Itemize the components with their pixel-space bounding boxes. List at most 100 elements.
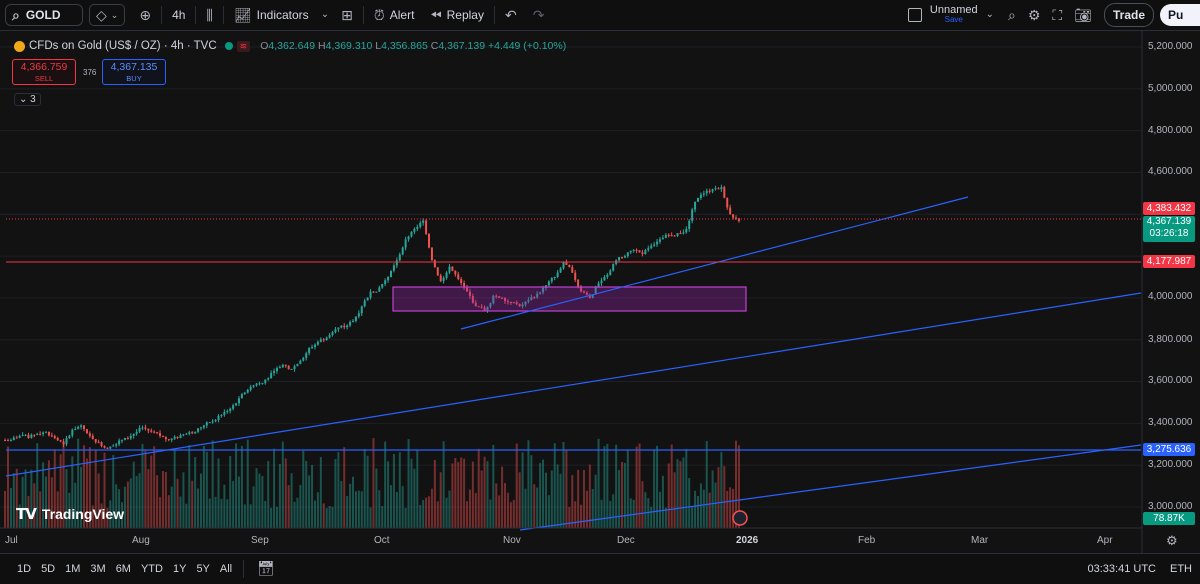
candle-body bbox=[556, 272, 559, 277]
volume-bar bbox=[694, 490, 697, 528]
volume-bar bbox=[141, 443, 144, 528]
price-axis-label: 3,400.000 bbox=[1148, 417, 1193, 428]
volume-bar bbox=[4, 490, 7, 528]
go-to-date-button[interactable]: 📅︎ bbox=[252, 561, 280, 576]
candle-body bbox=[533, 297, 536, 299]
candle-body bbox=[390, 270, 393, 277]
o-label: O bbox=[260, 40, 269, 52]
volume-bar bbox=[676, 459, 679, 528]
add-circle-icon: ⊕ bbox=[139, 7, 152, 23]
settings-button[interactable]: ⚙︎ bbox=[1022, 0, 1047, 31]
alert-button[interactable]: ⏰︎ Alert bbox=[366, 0, 423, 31]
axis-settings-button[interactable]: ⚙︎ bbox=[1166, 533, 1178, 549]
candle-body bbox=[9, 440, 12, 442]
candle-body bbox=[71, 429, 74, 436]
candle-body bbox=[232, 405, 235, 409]
replay-button[interactable]: ⏪︎ Replay bbox=[422, 0, 492, 31]
volume-bar bbox=[53, 449, 56, 528]
volume-bar bbox=[296, 497, 299, 528]
price-chart[interactable] bbox=[0, 31, 1200, 553]
candle-body bbox=[94, 439, 97, 443]
range-button-6m[interactable]: 6M bbox=[115, 562, 131, 575]
chart-pane[interactable] bbox=[0, 31, 1200, 553]
candle-body bbox=[620, 257, 623, 259]
publish-button[interactable]: Pu bbox=[1160, 4, 1200, 26]
symbol-options-button[interactable]: ◇ ⌄ bbox=[83, 0, 131, 31]
buy-button[interactable]: 4,367.135 BUY bbox=[102, 59, 166, 85]
candle-body bbox=[401, 247, 404, 255]
legend-title[interactable]: CFDs on Gold (US$ / OZ) · 4h · TVC bbox=[29, 40, 217, 52]
trade-button[interactable]: Trade bbox=[1103, 3, 1154, 27]
current-price: 4,367.139 bbox=[1146, 216, 1192, 227]
candle-body bbox=[328, 335, 331, 338]
range-button-ytd[interactable]: YTD bbox=[140, 562, 163, 575]
chart-type-button[interactable]: ⫼ bbox=[198, 0, 220, 31]
candle-body bbox=[442, 277, 445, 282]
candle-body bbox=[670, 235, 673, 237]
volume-bar bbox=[428, 496, 431, 528]
indicators-collapse-button[interactable]: ⌄ 3 bbox=[14, 93, 41, 106]
volume-bar bbox=[530, 455, 533, 528]
range-button-all[interactable]: All bbox=[219, 562, 233, 575]
volume-bar bbox=[550, 470, 553, 528]
undo-button[interactable]: ↶ bbox=[497, 0, 525, 31]
candle-body bbox=[217, 415, 220, 421]
candle-body bbox=[600, 280, 603, 284]
buy-price: 4,367.135 bbox=[110, 61, 158, 73]
candle-body bbox=[580, 286, 583, 292]
candle-body bbox=[138, 427, 141, 432]
layout-button[interactable]: Unnamed Save ⌄ bbox=[900, 0, 1002, 31]
volume-bar bbox=[726, 490, 729, 528]
redo-button[interactable]: ↷ bbox=[525, 0, 553, 31]
volume-bar bbox=[390, 485, 393, 528]
volume-bar bbox=[354, 491, 357, 528]
bar-countdown: 03:26:18 bbox=[1149, 228, 1189, 239]
interval-button[interactable]: 4h bbox=[164, 0, 193, 31]
range-button-1y[interactable]: 1Y bbox=[172, 562, 187, 575]
candles bbox=[4, 184, 740, 450]
fullscreen-button[interactable]: ⛶ bbox=[1046, 0, 1068, 31]
indicators-button[interactable]: 📈︎ Indicators bbox=[226, 0, 317, 31]
range-button-1d[interactable]: 1D bbox=[17, 562, 32, 575]
candle-body bbox=[430, 247, 433, 261]
layout-grid-button[interactable]: ⊞ bbox=[333, 0, 361, 31]
candle-body bbox=[369, 291, 372, 298]
volume-bar bbox=[71, 456, 74, 528]
volume-bar bbox=[714, 482, 717, 528]
candle-body bbox=[150, 430, 153, 432]
candle-body bbox=[588, 294, 591, 298]
clock[interactable]: 03:33:41 UTC bbox=[1087, 563, 1156, 575]
volume-bar bbox=[629, 498, 632, 528]
symbol-search[interactable]: ⌕ GOLD bbox=[5, 4, 83, 26]
quick-search-button[interactable]: ⌕ bbox=[1002, 0, 1022, 31]
session-button[interactable]: ETH bbox=[1170, 563, 1192, 575]
candle-body bbox=[451, 266, 454, 271]
volume-bar bbox=[623, 462, 626, 528]
volume-bar bbox=[150, 455, 153, 528]
range-button-1m[interactable]: 1M bbox=[65, 562, 81, 575]
volume-bar bbox=[524, 488, 527, 528]
trendline-lower bbox=[519, 444, 1142, 531]
time-axis-label: Mar bbox=[971, 535, 989, 546]
volume-bar bbox=[319, 457, 322, 528]
candle-body bbox=[392, 265, 395, 271]
sell-button[interactable]: 4,366.759 SELL bbox=[12, 59, 76, 85]
range-button-5y[interactable]: 5Y bbox=[196, 562, 210, 575]
volume-bar bbox=[588, 464, 591, 528]
indicators-menu-button[interactable]: ⌄ bbox=[317, 0, 333, 31]
candle-body bbox=[398, 254, 401, 261]
candle-body bbox=[679, 233, 682, 235]
fullscreen-icon: ⛶ bbox=[1052, 7, 1063, 23]
candle-body bbox=[480, 306, 483, 308]
volume-bar bbox=[243, 504, 246, 528]
tradingview-logo[interactable]: 𝗧𝗩 TradingView bbox=[16, 505, 124, 523]
compare-button[interactable]: ⊕ bbox=[131, 0, 159, 31]
candle-body bbox=[410, 231, 413, 237]
publish-label: Pu bbox=[1168, 8, 1184, 22]
range-button-3m[interactable]: 3M bbox=[90, 562, 106, 575]
candle-body bbox=[305, 353, 308, 358]
range-button-5d[interactable]: 5D bbox=[41, 562, 56, 575]
time-axis-label: Feb bbox=[858, 535, 876, 546]
snapshot-button[interactable]: 📷︎ bbox=[1068, 0, 1098, 31]
volume-bar bbox=[463, 458, 466, 528]
